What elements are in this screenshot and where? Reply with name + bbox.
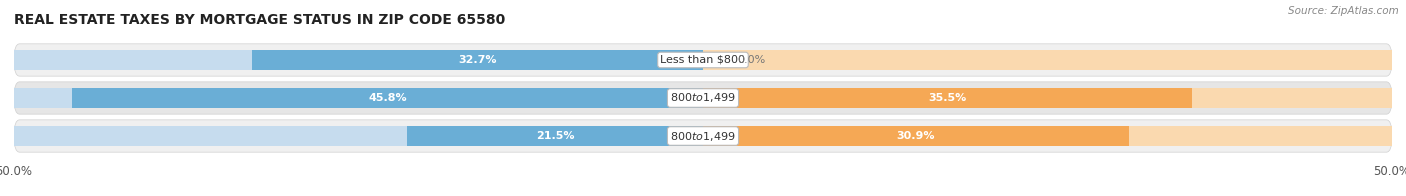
Bar — [703, 126, 1129, 146]
Text: $800 to $1,499: $800 to $1,499 — [671, 130, 735, 142]
Text: 45.8%: 45.8% — [368, 93, 406, 103]
Text: Source: ZipAtlas.com: Source: ZipAtlas.com — [1288, 6, 1399, 16]
Bar — [703, 50, 1392, 70]
FancyBboxPatch shape — [14, 44, 1392, 76]
Bar — [406, 126, 703, 146]
Bar — [72, 88, 703, 108]
FancyBboxPatch shape — [14, 82, 1392, 114]
Text: Less than $800: Less than $800 — [661, 55, 745, 65]
Text: $800 to $1,499: $800 to $1,499 — [671, 92, 735, 104]
Bar — [703, 88, 1192, 108]
Text: 32.7%: 32.7% — [458, 55, 496, 65]
Bar — [14, 126, 703, 146]
Bar — [703, 88, 1392, 108]
Text: 21.5%: 21.5% — [536, 131, 574, 141]
Text: REAL ESTATE TAXES BY MORTGAGE STATUS IN ZIP CODE 65580: REAL ESTATE TAXES BY MORTGAGE STATUS IN … — [14, 13, 505, 27]
Bar — [14, 50, 703, 70]
Text: 0.0%: 0.0% — [738, 55, 766, 65]
Text: 35.5%: 35.5% — [928, 93, 967, 103]
FancyBboxPatch shape — [14, 120, 1392, 152]
Bar — [703, 126, 1392, 146]
Text: 30.9%: 30.9% — [897, 131, 935, 141]
Bar — [14, 88, 703, 108]
Bar — [253, 50, 703, 70]
